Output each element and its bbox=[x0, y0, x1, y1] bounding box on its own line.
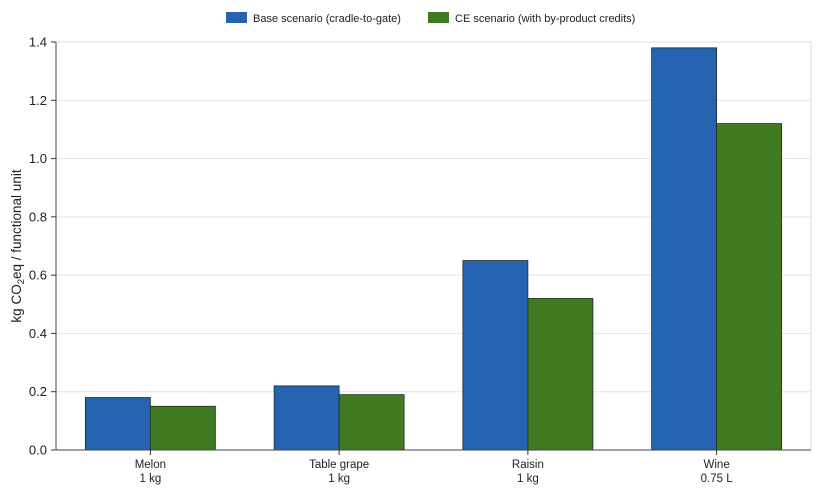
legend-label-ce: CE scenario (with by-product credits) bbox=[455, 13, 635, 25]
x-tick-label: Melon bbox=[135, 459, 166, 471]
x-tick-label: Raisin bbox=[512, 459, 544, 471]
y-tick-label: 0.8 bbox=[29, 209, 47, 224]
grid-lines bbox=[56, 41, 811, 451]
legend-label-base: Base scenario (cradle-to-gate) bbox=[253, 13, 401, 25]
bar-base-melon bbox=[84, 397, 151, 451]
legend-swatch-base bbox=[226, 12, 247, 23]
bar-base-raisin bbox=[462, 260, 529, 451]
y-axis-title-suffix: eq / functional unit bbox=[9, 169, 24, 279]
y-axis-title-subscript: 2 bbox=[16, 279, 27, 284]
x-tick-unit-label: 1 kg bbox=[328, 473, 350, 485]
x-tick-unit-label: 0.75 L bbox=[701, 473, 734, 485]
y-tick-label: 0.4 bbox=[29, 326, 47, 341]
bar-base-wine bbox=[651, 47, 718, 451]
y-tick-label: 0.2 bbox=[29, 384, 47, 399]
axes: 0.0 0.2 0.4 0.6 0.8 1.0 1.2 1.4 Melon 1 kg Table g… bbox=[29, 35, 812, 485]
bars bbox=[84, 47, 783, 451]
y-tick-label: 0.0 bbox=[29, 443, 47, 458]
bar-ce-melon bbox=[149, 405, 216, 451]
y-tick-label: 1.4 bbox=[29, 35, 47, 50]
x-tick-unit-label: 1 kg bbox=[517, 473, 539, 485]
y-axis-title: kg CO2eq / functional unit bbox=[9, 169, 27, 322]
y-tick-label: 0.6 bbox=[29, 268, 47, 283]
bar-ce-table-grape bbox=[338, 394, 405, 451]
x-tick-unit-label: 1 kg bbox=[140, 473, 162, 485]
y-tick-label: 1.0 bbox=[29, 151, 47, 166]
legend-swatch-ce bbox=[428, 12, 449, 23]
x-tick-label: Wine bbox=[704, 459, 730, 471]
bar-ce-wine bbox=[716, 123, 783, 451]
y-axis-title-prefix: kg CO bbox=[9, 284, 24, 322]
legend: Base scenario (cradle-to-gate) CE scenar… bbox=[226, 12, 635, 25]
bar-ce-raisin bbox=[527, 298, 594, 451]
x-tick-label: Table grape bbox=[309, 459, 369, 471]
bar-base-table-grape bbox=[273, 385, 340, 451]
y-tick-label: 1.2 bbox=[29, 93, 47, 108]
